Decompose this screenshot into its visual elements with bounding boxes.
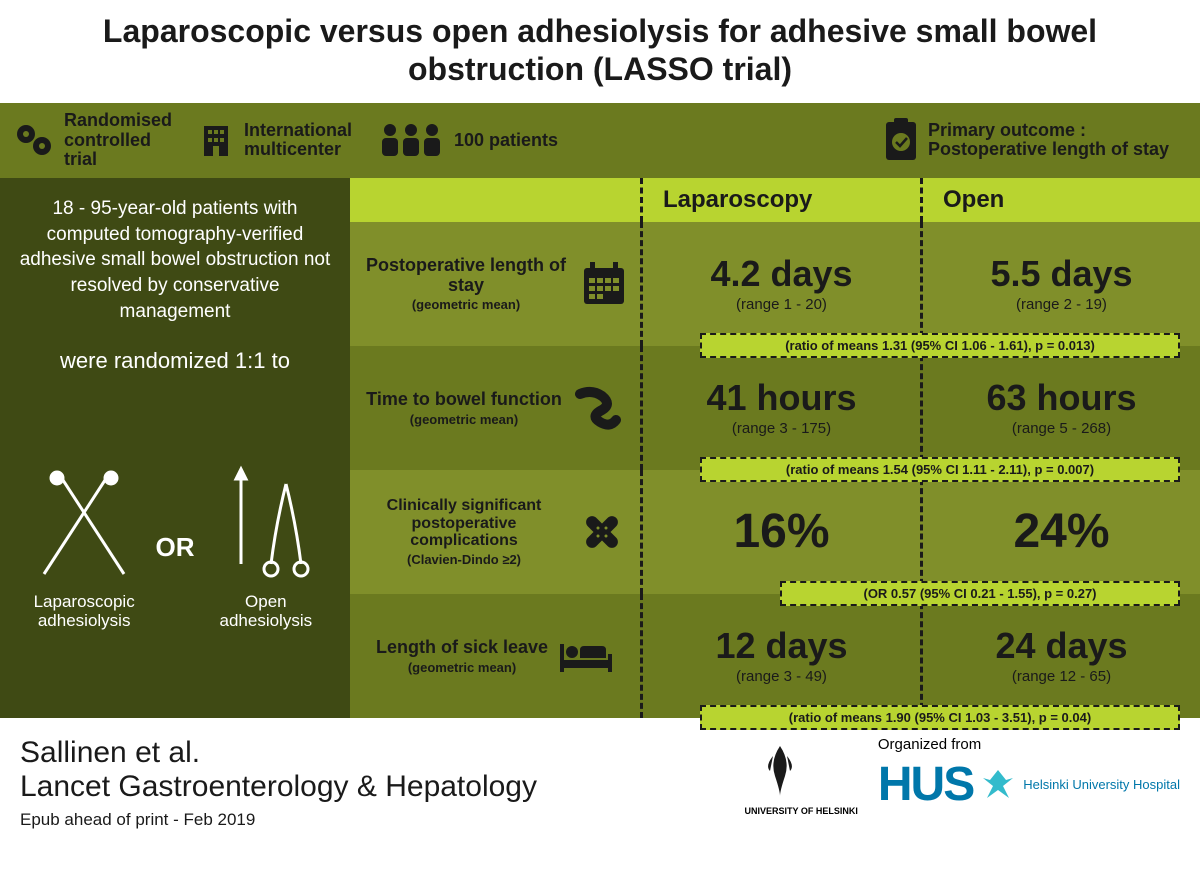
patients-label: 100 patients: [454, 131, 558, 151]
scalpel-forceps-icon: [216, 464, 316, 584]
stat-box: (ratio of means 1.90 (95% CI 1.03 - 3.51…: [700, 705, 1180, 730]
rct-label: Randomised controlled trial: [64, 111, 184, 170]
value-main: 12 days: [715, 628, 847, 664]
uni-label: UNIVERSITY OF HELSINKI: [745, 806, 858, 816]
metric-name: Length of sick leave: [376, 638, 548, 658]
info-bar: Randomised controlled trial Internationa…: [0, 103, 1200, 178]
bed-icon: [558, 636, 614, 676]
col-laparoscopy: Laparoscopy: [640, 178, 920, 222]
metric-name: Postoperative length of stay: [362, 256, 570, 296]
rct-segment: Randomised controlled trial: [12, 111, 184, 170]
page-title: Laparoscopic versus open adhesiolysis fo…: [0, 0, 1200, 103]
open-value: 24 days (range 12 - 65): [920, 594, 1200, 718]
multicenter-segment: International multicenter: [196, 120, 364, 160]
building-icon: [196, 120, 236, 160]
value-range: (range 5 - 268): [1012, 420, 1111, 437]
value-main: 16%: [733, 508, 829, 556]
open-value: 63 hours (range 5 - 268): [920, 346, 1200, 470]
lap-value: 41 hours (range 3 - 175): [640, 346, 920, 470]
metric-cell: Postoperative length of stay (geometric …: [350, 222, 640, 346]
journal: Lancet Gastroenterology & Hepatology: [20, 770, 537, 804]
metric-sub: (geometric mean): [376, 660, 548, 675]
metric-sub: (geometric mean): [362, 297, 570, 312]
value-range: (range 3 - 49): [736, 668, 827, 685]
arm2-label: Open adhesiolysis: [201, 592, 331, 631]
left-panel: 18 - 95-year-old patients with computed …: [0, 178, 350, 718]
value-main: 5.5 days: [990, 256, 1132, 292]
metric-cell: Length of sick leave (geometric mean): [350, 594, 640, 718]
value-main: 4.2 days: [710, 256, 852, 292]
arm-laparoscopic: Laparoscopic adhesiolysis: [19, 464, 149, 631]
table-row: Length of sick leave (geometric mean) 12…: [350, 594, 1200, 718]
value-main: 24 days: [995, 628, 1127, 664]
open-value: 5.5 days (range 2 - 19): [920, 222, 1200, 346]
metric-sub: (geometric mean): [366, 412, 562, 427]
value-range: (range 12 - 65): [1012, 668, 1111, 685]
calendar-icon: [580, 260, 628, 308]
table-header: Laparoscopy Open: [350, 178, 1200, 222]
col-open: Open: [920, 178, 1200, 222]
multicenter-label: International multicenter: [244, 121, 364, 161]
arms-row: Laparoscopic adhesiolysis OR Open adhesi…: [16, 394, 334, 700]
lap-value: 16%: [640, 470, 920, 594]
table-row: Clinically significant postoperative com…: [350, 470, 1200, 594]
table-row: Postoperative length of stay (geometric …: [350, 222, 1200, 346]
clipboard-icon: [882, 118, 920, 162]
epub: Epub ahead of print - Feb 2019: [20, 810, 537, 830]
value-main: 41 hours: [706, 380, 856, 416]
stat-box: (ratio of means 1.31 (95% CI 1.06 - 1.61…: [700, 333, 1180, 358]
patients-segment: 100 patients: [376, 120, 558, 160]
table-row: Time to bowel function (geometric mean) …: [350, 346, 1200, 470]
citation: Sallinen et al. Lancet Gastroenterology …: [20, 736, 537, 830]
lap-value: 4.2 days (range 1 - 20): [640, 222, 920, 346]
laparoscope-icon: [29, 464, 139, 584]
hus-sub: Helsinki University Hospital: [1023, 778, 1180, 792]
hus-cross-icon: [981, 768, 1015, 802]
value-range: (range 3 - 175): [732, 420, 831, 437]
lap-value: 12 days (range 3 - 49): [640, 594, 920, 718]
metric-name: Clinically significant postoperative com…: [362, 497, 566, 550]
value-main: 24%: [1013, 508, 1109, 556]
metric-name: Time to bowel function: [366, 390, 562, 410]
logos: UNIVERSITY OF HELSINKI Organized from HU…: [745, 736, 1180, 816]
value-main: 63 hours: [986, 380, 1136, 416]
footer: Sallinen et al. Lancet Gastroenterology …: [0, 718, 1200, 838]
org-label: Organized from: [878, 736, 1180, 753]
open-value: 24%: [920, 470, 1200, 594]
criteria-text: 18 - 95-year-old patients with computed …: [16, 196, 334, 324]
metric-sub: (Clavien-Dindo ≥2): [362, 552, 566, 567]
people-icon: [376, 120, 446, 160]
authors: Sallinen et al.: [20, 736, 537, 770]
metric-cell: Time to bowel function (geometric mean): [350, 346, 640, 470]
results-table: Laparoscopy Open Postoperative length of…: [350, 178, 1200, 718]
arm1-label: Laparoscopic adhesiolysis: [19, 592, 149, 631]
value-range: (range 1 - 20): [736, 296, 827, 313]
main-content: 18 - 95-year-old patients with computed …: [0, 178, 1200, 718]
stat-box: (ratio of means 1.54 (95% CI 1.11 - 2.11…: [700, 457, 1180, 482]
or-label: OR: [155, 530, 194, 565]
arm-open: Open adhesiolysis: [201, 464, 331, 631]
primary-label: Primary outcome : Postoperative length o…: [928, 121, 1188, 161]
stat-box: (OR 0.57 (95% CI 0.21 - 1.55), p = 0.27): [780, 581, 1180, 606]
hus-text: HUS: [878, 757, 973, 812]
helsinki-logo: UNIVERSITY OF HELSINKI: [745, 736, 858, 816]
primary-segment: Primary outcome : Postoperative length o…: [882, 118, 1188, 162]
gears-icon: [12, 120, 56, 160]
hus-logo: Organized from HUS Helsinki University H…: [878, 736, 1180, 812]
intestine-icon: [572, 384, 624, 432]
metric-cell: Clinically significant postoperative com…: [350, 470, 640, 594]
value-range: (range 2 - 19): [1016, 296, 1107, 313]
bandage-icon: [576, 506, 628, 558]
header-blank: [350, 178, 640, 222]
randomized-text: were randomized 1:1 to: [16, 346, 334, 376]
